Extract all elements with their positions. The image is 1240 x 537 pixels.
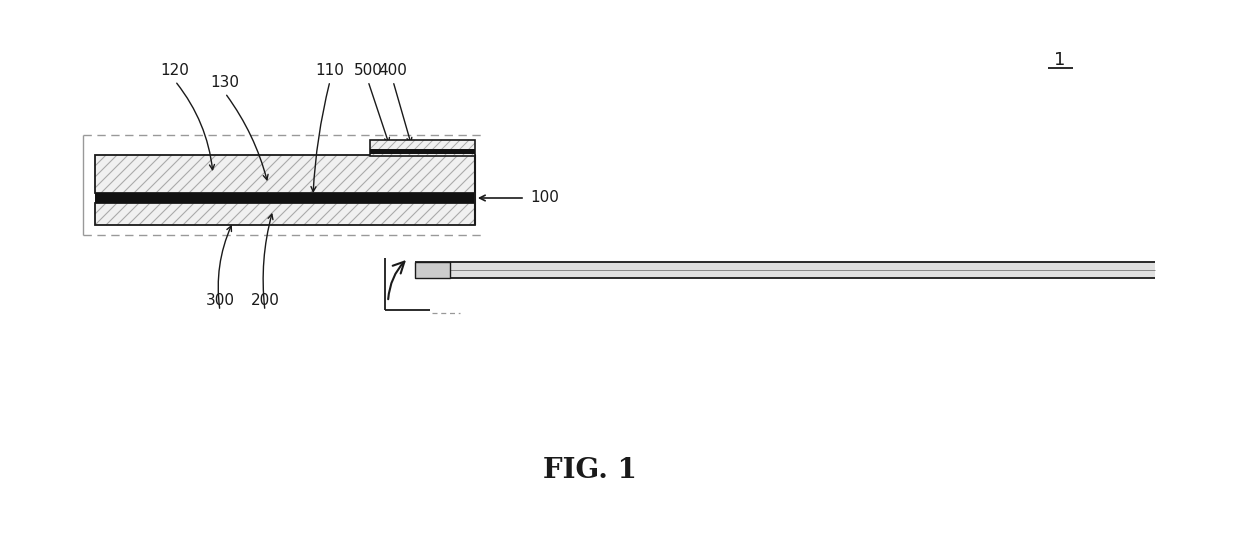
Bar xyxy=(415,262,450,278)
Text: 110: 110 xyxy=(315,63,345,78)
Bar xyxy=(370,140,475,156)
Bar xyxy=(95,203,475,225)
Text: 1: 1 xyxy=(1054,51,1065,69)
Bar xyxy=(95,193,475,203)
Bar xyxy=(95,203,475,225)
Text: 200: 200 xyxy=(250,293,279,308)
Bar xyxy=(95,155,475,193)
Text: 100: 100 xyxy=(529,191,559,206)
Text: 130: 130 xyxy=(211,75,239,90)
Text: 400: 400 xyxy=(378,63,408,78)
Text: 120: 120 xyxy=(160,63,190,78)
Bar xyxy=(370,140,475,156)
Bar xyxy=(370,149,475,154)
Text: 500: 500 xyxy=(353,63,382,78)
Text: 300: 300 xyxy=(206,293,234,308)
Bar xyxy=(415,262,450,278)
Bar xyxy=(95,155,475,193)
Text: FIG. 1: FIG. 1 xyxy=(543,456,637,483)
Bar xyxy=(415,262,1154,278)
